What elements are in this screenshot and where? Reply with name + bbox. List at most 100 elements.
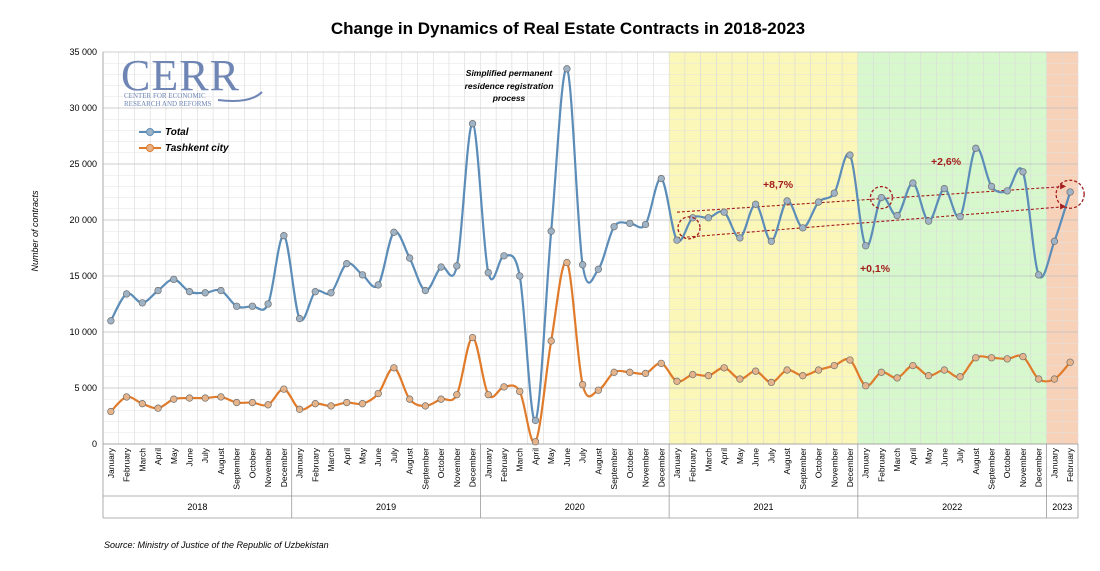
month-label: May — [546, 447, 556, 464]
data-point — [327, 402, 335, 410]
data-point — [1019, 168, 1027, 176]
data-point — [641, 369, 650, 378]
data-point — [406, 254, 414, 262]
source-note: Source: Ministry of Justice of the Repub… — [104, 540, 329, 550]
data-point — [358, 271, 367, 279]
data-point — [578, 380, 587, 389]
data-point — [421, 402, 430, 410]
data-point — [893, 374, 901, 382]
data-point — [830, 361, 838, 370]
data-point — [956, 212, 964, 221]
data-point — [500, 383, 508, 391]
data-point — [767, 237, 775, 245]
month-label: February — [876, 447, 886, 482]
month-label: May — [924, 447, 934, 464]
data-point — [657, 359, 665, 368]
data-point — [311, 288, 319, 296]
month-label: October — [1002, 448, 1012, 478]
y-tick-label: 5 000 — [74, 383, 97, 393]
month-label: August — [405, 447, 415, 474]
highlight-circles — [677, 179, 1085, 240]
growth-2021-label: +8,7% — [763, 179, 794, 191]
month-label: May — [735, 447, 745, 464]
data-point — [704, 372, 713, 380]
data-point — [626, 368, 634, 376]
data-point — [122, 393, 131, 401]
logo-swoosh — [217, 91, 263, 102]
data-point — [138, 299, 146, 307]
data-point — [547, 227, 555, 235]
chart-title: Change in Dynamics of Real Estate Contra… — [331, 19, 805, 38]
data-point — [154, 404, 162, 412]
month-label: July — [389, 447, 399, 463]
data-point — [783, 366, 791, 374]
highlight-circle-1 — [869, 185, 894, 210]
data-point — [626, 219, 634, 228]
data-point — [453, 262, 461, 270]
legend-total-label: Total — [165, 127, 189, 138]
month-label: June — [184, 448, 194, 467]
data-point — [704, 214, 713, 222]
data-point — [720, 208, 728, 216]
data-point — [107, 317, 115, 325]
month-label: September — [609, 448, 619, 490]
data-point — [783, 197, 791, 205]
month-label: February — [499, 447, 509, 482]
data-point — [421, 286, 430, 295]
data-point — [217, 393, 225, 401]
data-point — [563, 258, 571, 267]
data-point — [846, 356, 854, 364]
data-point — [673, 377, 681, 385]
data-point — [484, 391, 492, 399]
month-label: November — [263, 448, 273, 487]
month-label: August — [971, 447, 981, 474]
month-label: June — [939, 448, 949, 467]
month-label: August — [216, 447, 226, 474]
month-label: February — [122, 447, 132, 482]
data-point — [264, 300, 272, 308]
data-point — [468, 333, 477, 342]
data-point — [500, 252, 508, 260]
month-label: October — [814, 448, 824, 478]
growth-2022-label: +2,6% — [931, 156, 962, 168]
data-point — [909, 361, 917, 370]
month-label: September — [420, 448, 430, 490]
data-point — [358, 400, 367, 408]
y-tick-label: 20 000 — [69, 215, 97, 225]
data-point — [862, 242, 870, 250]
data-point — [830, 189, 838, 197]
y-tick-label: 30 000 — [69, 103, 97, 113]
year-label: 2019 — [376, 502, 396, 512]
data-point — [327, 289, 335, 297]
month-label: January — [295, 447, 305, 478]
series-0 — [107, 65, 1074, 425]
data-point — [1003, 355, 1011, 363]
month-label: May — [357, 447, 367, 464]
logo-line1: CENTER FOR ECONOMIC — [124, 92, 206, 100]
data-point — [248, 302, 257, 310]
month-label: December — [656, 448, 666, 487]
month-label: April — [153, 448, 163, 465]
data-point — [657, 174, 665, 183]
data-point — [814, 198, 823, 206]
data-point — [767, 378, 775, 387]
data-point — [154, 286, 162, 295]
data-point — [280, 385, 288, 393]
data-point — [799, 372, 807, 380]
month-label: April — [342, 448, 352, 465]
data-point — [185, 394, 194, 402]
policy-note: Simplified permanent residence registrat… — [465, 68, 554, 103]
data-point — [1019, 352, 1027, 361]
month-label: November — [641, 448, 651, 487]
month-label: February — [688, 447, 698, 482]
data-point — [673, 236, 681, 244]
series — [107, 65, 1074, 446]
month-label: January — [106, 447, 116, 478]
highlight-circle-0 — [677, 216, 701, 240]
month-label: April — [908, 448, 918, 465]
month-label: March — [892, 448, 902, 472]
data-point — [264, 401, 272, 409]
month-label: December — [468, 448, 478, 487]
data-point — [846, 151, 854, 159]
month-label: June — [751, 448, 761, 467]
